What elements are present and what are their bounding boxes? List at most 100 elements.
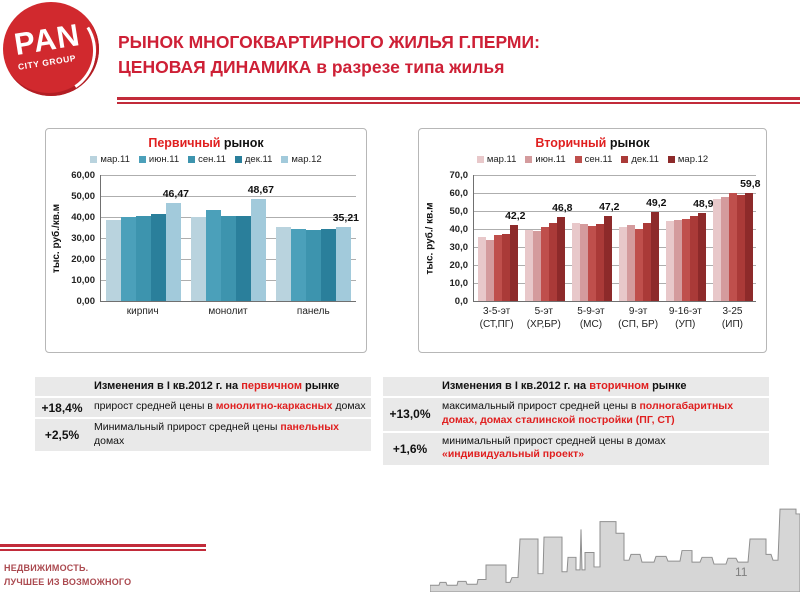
chart-title-rest: рынок	[606, 136, 650, 150]
header-highlight: вторичном	[589, 380, 650, 392]
bars-layer: 42,2 46,8 47,2 49,2 48,9 59,8	[474, 175, 761, 301]
logo-city-group-label: CITY GROUP	[17, 52, 77, 72]
y-tick: 60,00	[71, 170, 95, 181]
footer-tagline-line1: НЕДВИЖИМОСТЬ.	[4, 563, 89, 573]
legend-item: июн.11	[138, 154, 180, 165]
x-category-line: (ХР,БР)	[526, 318, 561, 330]
legend-item: дек.11	[621, 154, 659, 165]
y-axis-label: тыс. руб./ кв.м	[423, 175, 437, 301]
bar	[151, 214, 166, 301]
x-category-line: монолит	[208, 306, 248, 317]
city-skyline-graphic	[430, 508, 800, 592]
bar	[673, 220, 682, 301]
bar	[276, 227, 291, 301]
legend-item: дек.11	[234, 154, 272, 165]
legend-item: мар.12	[281, 154, 322, 165]
legend-label: мар.11	[100, 154, 130, 165]
legend-swatch	[234, 156, 242, 163]
x-category-label: 5-эт (ХР,БР)	[520, 306, 567, 331]
data-label: 48,67	[247, 184, 274, 196]
chart-title: Первичный рынок	[46, 136, 366, 150]
x-category-line: кирпич	[126, 306, 159, 317]
bar-group: 49,2	[618, 197, 667, 301]
bar	[501, 234, 510, 301]
description-cell: максимальный прирост средней цены в полн…	[437, 398, 769, 430]
gridline	[474, 265, 756, 266]
y-axis-label-text: тыс. руб./ кв.м	[424, 202, 436, 274]
plain-text: минимальный прирост средней цены в домах	[442, 434, 666, 447]
x-category-line: 3-5-эт	[482, 306, 511, 317]
y-tick: 70,0	[449, 170, 469, 181]
x-category-line: 5-эт	[534, 306, 553, 317]
legend-label: июн.11	[535, 154, 566, 165]
x-category-line: 5-9-эт	[577, 306, 605, 317]
bar	[336, 227, 351, 301]
x-category-label: 3-25 (ИП)	[709, 306, 756, 331]
bar	[744, 193, 753, 301]
bar	[291, 229, 306, 301]
y-axis-label: тыс. руб./кв.м	[50, 175, 64, 301]
y-tick: 40,00	[71, 212, 95, 223]
bar	[485, 240, 494, 301]
bar	[736, 195, 745, 301]
bar	[532, 231, 541, 301]
x-category-label: 9-16-эт (УП)	[662, 306, 709, 331]
x-axis-labels: кирпич монолит панель	[100, 306, 356, 319]
legend-item: мар.12	[667, 154, 708, 165]
x-category-line: панель	[296, 306, 330, 317]
gridline	[474, 211, 756, 212]
chart-legend: мар.11 июн.11 сен.11 дек.11 мар.12	[46, 154, 366, 165]
x-category-line: (УП)	[675, 318, 696, 330]
legend-label: июн.11	[148, 154, 180, 165]
y-tick: 50,00	[71, 191, 95, 202]
slide-title-line1: РЫНОК МНОГОКВАРТИРНОГО ЖИЛЬЯ Г.ПЕРМИ:	[118, 32, 540, 52]
table-row: +2,5% Минимальный прирост средней цены па…	[35, 418, 371, 452]
chart-title-highlight: Первичный	[148, 136, 221, 150]
chart-title: Вторичный рынок	[419, 136, 766, 150]
bar	[556, 217, 565, 301]
legend-swatch	[621, 156, 629, 163]
data-label: 59,8	[740, 178, 761, 190]
plain-text: максимальный прирост средней цены в	[442, 400, 640, 413]
bar	[650, 212, 659, 301]
y-tick: 0,0	[454, 296, 468, 307]
bar	[493, 235, 502, 301]
y-tick: 30,00	[71, 233, 95, 244]
pan-city-group-logo: PAN CITY GROUP	[3, 2, 99, 96]
footer-tagline-line2: ЛУЧШЕЕ ИЗ ВОЗМОЖНОГО	[4, 576, 132, 587]
legend-label: мар.11	[486, 154, 517, 165]
gridline	[101, 175, 356, 176]
percent-cell	[35, 377, 89, 396]
bar	[306, 230, 321, 301]
bar	[251, 199, 266, 301]
bar	[540, 227, 549, 301]
bar	[477, 237, 486, 301]
secondary-market-table: Изменения в I кв.2012 г. на вторичном ры…	[383, 377, 769, 467]
legend-label: сен.11	[198, 154, 226, 165]
x-category-label: панель	[271, 306, 356, 319]
y-tick: 50,0	[449, 206, 469, 217]
logo-pan-label: PAN	[11, 17, 83, 63]
y-tick: 40,0	[449, 224, 469, 235]
data-label: 47,2	[599, 201, 620, 213]
slide-title: РЫНОК МНОГОКВАРТИРНОГО ЖИЛЬЯ Г.ПЕРМИ: ЦЕ…	[118, 30, 788, 81]
chart-body: тыс. руб./ кв.м 70,0 60,0 50,0 40,0 30,0 20,0 1…	[423, 170, 761, 331]
bar	[618, 227, 627, 301]
percent-cell: +18,4%	[41, 400, 83, 415]
slide-title-line2-rest: в разрезе типа жилья	[311, 57, 505, 78]
description-cell: Изменения в I кв.2012 г. на первичном ры…	[89, 377, 371, 396]
chart-legend: мар.11 июн.11 сен.11 дек.11 мар.12	[419, 154, 766, 165]
plot-column: 46,47 48,67 35,21 кирпич монолит панель	[100, 175, 359, 319]
data-label: 46,47	[162, 188, 189, 200]
page-number: 11	[735, 565, 748, 579]
legend-swatch	[667, 156, 675, 163]
highlighted-text: полногабаритных домах, домах сталинской …	[442, 400, 734, 426]
percent-cell: +13,0%	[389, 407, 431, 422]
header-prefix: Изменения в I кв.2012 г. на	[94, 380, 242, 392]
legend-swatch	[138, 156, 146, 163]
bar	[626, 225, 635, 301]
bar-group: 46,8	[524, 202, 573, 301]
table-row: +13,0% максимальный прирост средней цены …	[383, 398, 769, 431]
bar	[548, 223, 557, 301]
x-category-line: 9-16-эт	[668, 306, 702, 317]
